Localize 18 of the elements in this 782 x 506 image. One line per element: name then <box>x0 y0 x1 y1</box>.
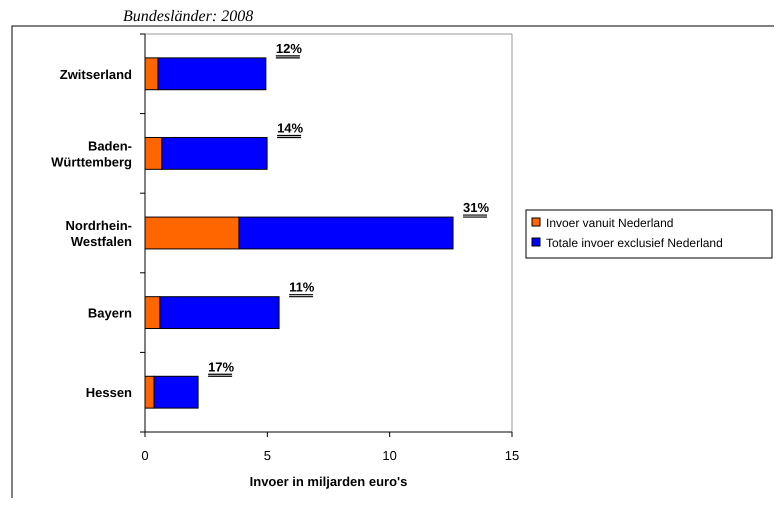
x-tick-label: 5 <box>264 448 271 463</box>
y-tick-label: Zwitserland <box>60 66 132 82</box>
y-tick-label: Hessen <box>86 385 132 400</box>
x-tick-label: 0 <box>141 448 149 463</box>
x-axis-title: Invoer in miljarden euro's <box>250 474 408 489</box>
y-tick-label: Bayern <box>88 306 132 321</box>
legend-label: Totale invoer exclusief Nederland <box>546 236 723 250</box>
y-tick-label: Baden-Württemberg <box>51 138 132 170</box>
legend-label: Invoer vanuit Nederland <box>546 216 674 230</box>
x-tick-label: 15 <box>504 448 520 463</box>
annotation: 14% <box>277 120 304 136</box>
annotation: 17% <box>208 359 235 374</box>
chart-title: Bundesländer: 2008 <box>123 8 254 25</box>
annotation: 31% <box>463 200 490 216</box>
x-tick-label: 10 <box>382 448 397 463</box>
annotation: 12% <box>276 40 302 56</box>
annotation: 11% <box>289 280 315 295</box>
y-tick-label: Nordrhein-Westfalen <box>66 218 132 249</box>
